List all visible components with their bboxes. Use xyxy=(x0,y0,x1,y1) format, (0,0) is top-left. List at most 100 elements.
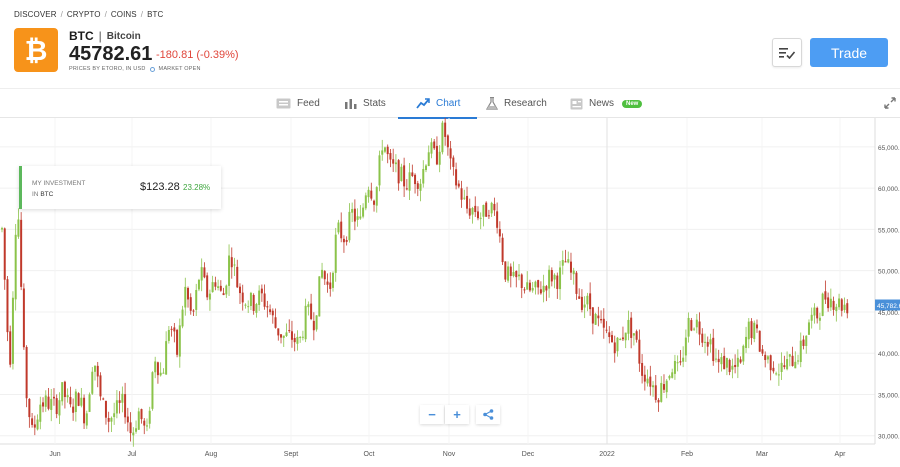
last-price-marker xyxy=(875,299,900,311)
candle-body xyxy=(802,339,805,346)
candle-body xyxy=(255,304,258,313)
candle-body xyxy=(189,297,192,311)
candle-body xyxy=(734,364,737,368)
zoom-in-button[interactable]: + xyxy=(445,405,469,424)
breadcrumb-crypto[interactable]: CRYPTO xyxy=(66,10,101,19)
candle-body xyxy=(58,400,61,416)
candle-body xyxy=(466,195,469,209)
candle-body xyxy=(288,330,291,332)
candle-body xyxy=(3,228,6,280)
candle-body xyxy=(200,267,203,281)
share-button[interactable] xyxy=(476,405,500,424)
candle-body xyxy=(755,324,758,329)
new-badge: New xyxy=(622,99,643,108)
bitcoin-logo: ₿ xyxy=(14,28,58,72)
breadcrumb-coins[interactable]: COINS xyxy=(110,10,137,19)
news-icon xyxy=(570,98,583,109)
candle-body xyxy=(85,413,88,426)
candle-body xyxy=(225,285,228,295)
candle-body xyxy=(846,303,849,314)
candle-body xyxy=(386,146,389,155)
candle-body xyxy=(671,372,674,378)
candle-body xyxy=(247,306,250,308)
tab-feed[interactable]: Feed xyxy=(276,89,320,118)
candle-body xyxy=(148,410,151,424)
candle-body xyxy=(761,349,764,354)
candle-body xyxy=(156,362,159,376)
candle-body xyxy=(520,274,523,288)
trade-button[interactable]: Trade xyxy=(810,38,888,67)
candle-body xyxy=(340,221,343,239)
candle-body xyxy=(444,122,447,137)
candle-body xyxy=(102,398,105,400)
candle-body xyxy=(206,275,209,298)
candle-body xyxy=(145,425,148,427)
candle-body xyxy=(632,333,635,336)
tab-news[interactable]: News New xyxy=(570,89,643,118)
breadcrumb-btc: BTC xyxy=(147,10,164,19)
candle-body xyxy=(476,211,479,219)
breadcrumb-discover[interactable]: DISCOVER xyxy=(14,10,57,19)
candle-body xyxy=(422,168,425,184)
tab-chart[interactable]: Chart xyxy=(398,89,478,119)
candle-body xyxy=(370,190,373,199)
candle-body xyxy=(230,257,233,268)
candle-body xyxy=(720,357,723,365)
candle-body xyxy=(496,211,499,228)
candle-body xyxy=(698,321,701,335)
candle-body xyxy=(619,339,622,341)
candle-body xyxy=(408,172,411,191)
investment-percent: 23.28% xyxy=(183,183,211,192)
candle-body xyxy=(832,300,835,310)
candle-body xyxy=(91,371,94,394)
candle-body xyxy=(446,135,449,148)
candle-body xyxy=(293,337,296,343)
candle-body xyxy=(22,288,25,348)
candle-body xyxy=(195,289,198,310)
candle-body xyxy=(162,372,165,374)
candle-body xyxy=(490,202,493,214)
candle-body xyxy=(731,365,734,370)
candle-body xyxy=(509,266,512,276)
candle-body xyxy=(397,160,400,184)
watchlist-button[interactable] xyxy=(772,38,802,67)
candle-body xyxy=(452,157,455,167)
candle-body xyxy=(307,304,310,308)
candle-body xyxy=(282,335,285,338)
y-tick-label: 65,000. xyxy=(878,145,900,152)
candle-body xyxy=(608,332,611,338)
candle-body xyxy=(654,385,657,400)
candle-body xyxy=(364,195,367,209)
candle-body xyxy=(263,293,266,307)
candle-body xyxy=(165,341,168,375)
candle-body xyxy=(591,307,594,324)
candlestick-chart[interactable]: 65,000. 60,000. 55,000. 50,000. 45,000. 40,00… xyxy=(0,113,900,462)
candle-body xyxy=(561,260,564,266)
candle-body xyxy=(118,400,121,403)
candle-body xyxy=(129,422,132,434)
candle-body xyxy=(706,341,709,347)
candle-body xyxy=(110,417,113,422)
tab-chart-label: Chart xyxy=(436,98,461,109)
candle-body xyxy=(701,333,704,343)
price-chart[interactable]: 65,000. 60,000. 55,000. 50,000. 45,000. 40,00… xyxy=(0,113,900,462)
candle-body xyxy=(367,189,370,198)
asset-header: BTC | Bitcoin xyxy=(69,29,141,43)
bitcoin-icon: ₿ xyxy=(25,34,48,67)
candle-body xyxy=(714,358,717,360)
fullscreen-button[interactable] xyxy=(884,96,896,114)
y-tick-label: 50,000. xyxy=(878,269,900,276)
tab-research[interactable]: Research xyxy=(486,89,547,118)
candle-body xyxy=(104,400,107,418)
tab-stats[interactable]: Stats xyxy=(345,89,386,118)
zoom-out-button[interactable]: − xyxy=(420,405,444,424)
candle-body xyxy=(627,319,630,334)
candle-body xyxy=(61,382,64,402)
candle-body xyxy=(758,330,761,352)
candle-body xyxy=(797,360,800,362)
candle-body xyxy=(383,147,386,152)
investment-label-in: IN xyxy=(32,191,39,198)
candle-body xyxy=(173,327,176,332)
candle-body xyxy=(197,279,200,290)
asset-ticker: BTC xyxy=(69,29,94,43)
